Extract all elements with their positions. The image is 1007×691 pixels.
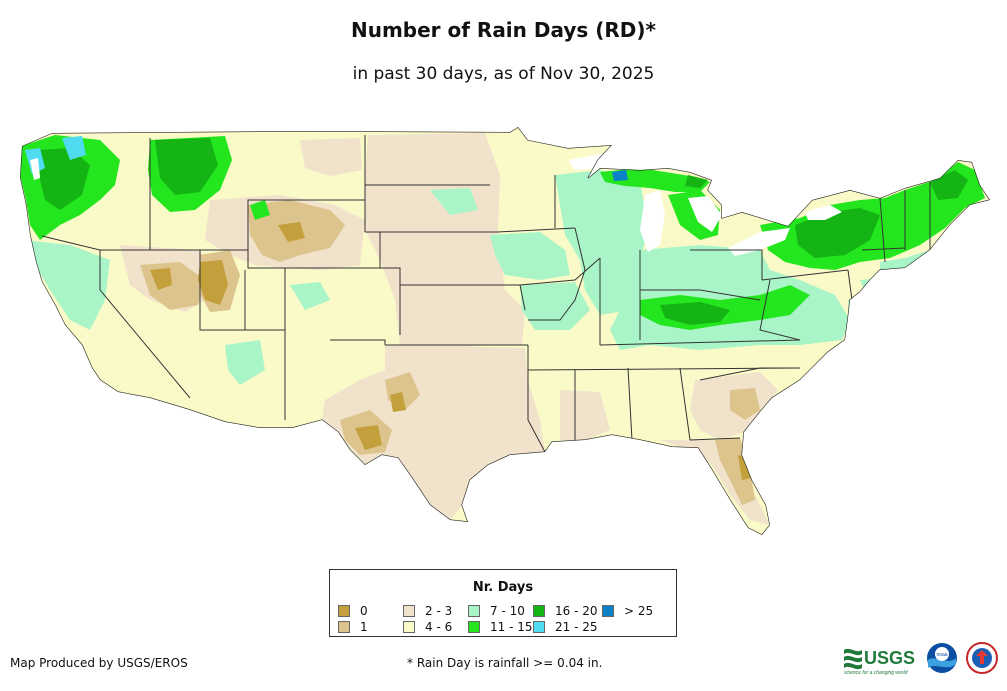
legend-label-16-20: 16 - 20 [555, 604, 598, 618]
legend-swatch-7-10 [468, 605, 480, 617]
usgs-tagline: science for a changing world [844, 670, 908, 676]
legend-item-2-3: 2 - 3 [403, 604, 452, 618]
legend-label-21-25: 21 - 25 [555, 620, 598, 634]
legend-swatch-16-20 [533, 605, 545, 617]
map-credit: Map Produced by USGS/EROS [10, 656, 188, 670]
map-title: Number of Rain Days (RD)* [350, 18, 656, 42]
legend-swatch-11-15 [468, 621, 480, 633]
usgs-logo: USGS science for a changing world [844, 648, 915, 676]
legend-label-4-6: 4 - 6 [425, 620, 453, 634]
regions-16-20 [40, 138, 968, 325]
legend-item-11-15: 11 - 15 [468, 620, 533, 634]
legend-label-0: 0 [360, 604, 368, 618]
rain-day-footnote: * Rain Day is rainfall >= 0.04 in. [407, 656, 603, 670]
legend-label-11-15: 11 - 15 [490, 620, 533, 634]
legend-swatch-0 [338, 605, 350, 617]
legend-swatch-1 [338, 621, 350, 633]
legend-swatch-2-3 [403, 605, 415, 617]
agency-logos: USGS science for a changing world noaa [844, 642, 998, 676]
legend-swatch-21-25 [533, 621, 545, 633]
legend: Nr. Days 0 1 2 - 3 4 - 6 7 - 10 11 - 15 … [329, 569, 677, 637]
legend-item-0: 0 [338, 604, 368, 618]
noaa-logo: noaa [927, 643, 957, 673]
legend-swatch-4-6 [403, 621, 415, 633]
legend-label-2-3: 2 - 3 [425, 604, 453, 618]
legend-swatch-over-25 [602, 605, 614, 617]
legend-item-21-25: 21 - 25 [533, 620, 598, 634]
conus-rain-days-map [20, 127, 990, 535]
usgs-logo-text: USGS [864, 648, 915, 668]
map-subtitle: in past 30 days, as of Nov 30, 2025 [352, 64, 655, 84]
legend-label-1: 1 [360, 620, 368, 634]
regions-over-25 [612, 170, 628, 181]
legend-item-4-6: 4 - 6 [403, 620, 452, 634]
legend-item-16-20: 16 - 20 [533, 604, 598, 618]
state-boundaries [41, 135, 931, 453]
legend-label-7-10: 7 - 10 [490, 604, 525, 618]
legend-item-1: 1 [338, 620, 368, 634]
legend-title: Nr. Days [472, 580, 534, 595]
nws-logo [966, 642, 998, 674]
great-lakes [30, 152, 842, 256]
legend-item-7-10: 7 - 10 [468, 604, 525, 618]
noaa-logo-text: noaa [936, 652, 947, 658]
legend-label-over-25: > 25 [624, 604, 654, 618]
legend-item-over-25: > 25 [602, 604, 653, 618]
